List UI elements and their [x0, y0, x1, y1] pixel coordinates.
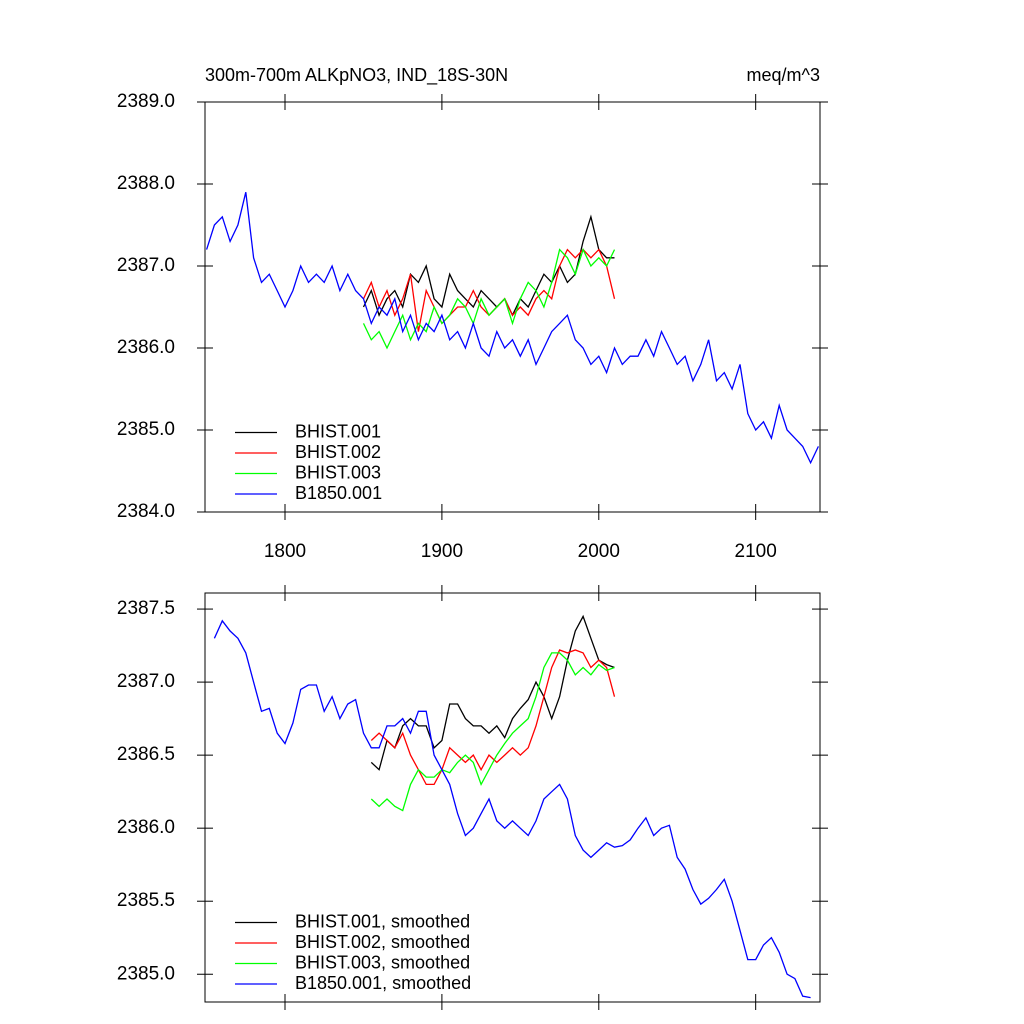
x-tick-label: 2100 — [735, 541, 777, 562]
y-tick-label: 2387.5 — [117, 598, 175, 619]
y-tick-label: 2385.0 — [117, 419, 175, 440]
series-line — [205, 192, 819, 465]
series-line — [362, 214, 615, 317]
y-tick-label: 2388.0 — [117, 173, 175, 194]
series-line — [213, 619, 811, 999]
legend-label: B1850.001, smoothed — [295, 973, 471, 993]
units-label: meq/m^3 — [747, 65, 820, 85]
y-tick-label: 2385.5 — [117, 890, 175, 911]
y-tick-label: 2386.0 — [117, 337, 175, 358]
plot-frame — [204, 592, 821, 1003]
x-tick-label: 1800 — [264, 541, 306, 562]
y-tick-label: 2386.0 — [117, 817, 175, 838]
y-tick-label: 2387.0 — [117, 671, 175, 692]
y-tick-label: 2385.0 — [117, 963, 175, 984]
series-line — [362, 247, 616, 350]
legend-label: BHIST.002, smoothed — [295, 932, 470, 952]
legend-label: BHIST.003, smoothed — [295, 952, 470, 972]
legend-label: B1850.001 — [295, 483, 382, 503]
y-tick-label: 2387.0 — [117, 255, 175, 276]
legend-label: BHIST.001, smoothed — [295, 911, 470, 931]
legend-label: BHIST.002 — [295, 442, 381, 462]
x-tick-label: 1900 — [421, 541, 463, 562]
series-line — [370, 649, 616, 786]
y-tick-label: 2386.5 — [117, 744, 175, 765]
plot-frame — [204, 101, 821, 513]
legend-label: BHIST.001 — [295, 421, 381, 441]
y-tick-label: 2389.0 — [117, 91, 175, 112]
series-line — [370, 652, 615, 812]
legend-label: BHIST.003 — [295, 462, 381, 482]
x-tick-label: 2000 — [578, 541, 620, 562]
chart-title: 300m-700m ALKpNO3, IND_18S-30N — [205, 65, 508, 86]
y-tick-label: 2384.0 — [117, 501, 175, 522]
series-line — [370, 614, 615, 771]
